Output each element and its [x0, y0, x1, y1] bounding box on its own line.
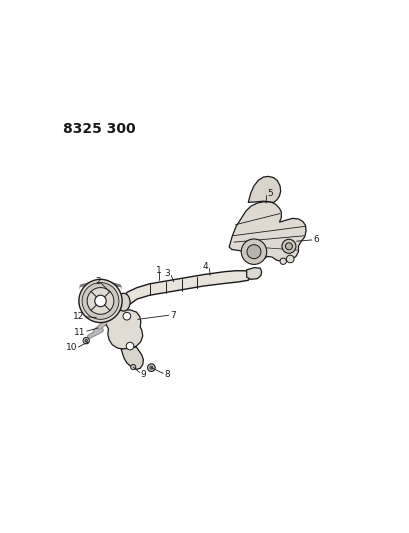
Polygon shape [248, 176, 280, 203]
Text: 9: 9 [140, 369, 146, 378]
Text: 4: 4 [202, 262, 208, 271]
Circle shape [246, 245, 261, 259]
Circle shape [87, 288, 114, 314]
Circle shape [130, 365, 135, 369]
Circle shape [285, 255, 293, 263]
Circle shape [149, 366, 153, 369]
Polygon shape [119, 271, 250, 308]
Text: 3: 3 [164, 269, 170, 278]
Text: 8325 300: 8325 300 [63, 123, 136, 136]
Text: 12: 12 [73, 312, 84, 321]
Text: 7: 7 [170, 311, 175, 320]
Text: 5: 5 [267, 189, 272, 198]
Polygon shape [229, 202, 306, 262]
Text: 2: 2 [94, 277, 100, 286]
Circle shape [123, 312, 130, 320]
Circle shape [83, 337, 89, 344]
Circle shape [240, 239, 266, 264]
Circle shape [285, 243, 292, 250]
Ellipse shape [117, 293, 130, 311]
Polygon shape [105, 310, 142, 349]
Polygon shape [246, 268, 261, 279]
Text: 8: 8 [164, 370, 169, 379]
Polygon shape [79, 279, 121, 290]
Text: 11: 11 [74, 328, 85, 336]
Text: 6: 6 [312, 236, 318, 245]
Text: 1: 1 [156, 266, 162, 275]
Circle shape [126, 342, 133, 350]
Polygon shape [121, 347, 143, 369]
Circle shape [85, 340, 87, 342]
Circle shape [147, 364, 155, 372]
Circle shape [94, 295, 106, 306]
Circle shape [279, 258, 285, 264]
Circle shape [281, 239, 295, 253]
Circle shape [79, 279, 122, 322]
Polygon shape [79, 279, 121, 287]
Text: 10: 10 [66, 343, 77, 352]
Circle shape [82, 282, 119, 319]
